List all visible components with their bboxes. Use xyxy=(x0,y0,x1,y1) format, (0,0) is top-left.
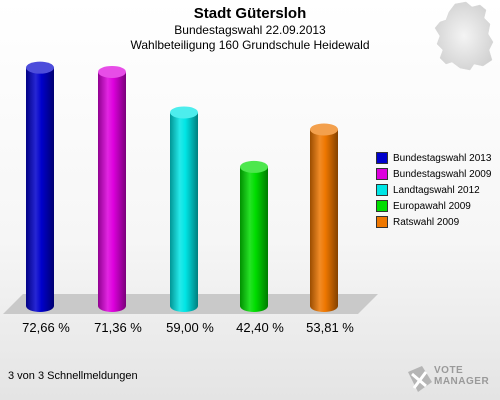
bar-group xyxy=(26,61,338,312)
legend-item: Bundestagswahl 2013 xyxy=(376,150,491,166)
value-label: 71,36 % xyxy=(94,320,142,335)
legend-label: Ratswahl 2009 xyxy=(393,216,460,228)
bar-top xyxy=(170,106,198,119)
bar xyxy=(98,71,126,312)
legend-label: Bundestagswahl 2013 xyxy=(393,152,492,164)
value-label-group: 72,66 % 71,36 % 59,00 % 42,40 % 53,81 % xyxy=(22,320,354,335)
logo-line-2: MANAGER xyxy=(434,376,490,387)
legend-swatch xyxy=(376,152,388,164)
bar xyxy=(170,112,198,312)
bar-top xyxy=(310,123,338,136)
footer-status: 3 von 3 Schnellmeldungen xyxy=(8,370,138,382)
legend-swatch xyxy=(376,184,388,196)
chart-subtitle-location: Wahlbeteiligung 160 Grundschule Heidewal… xyxy=(130,38,370,52)
logo-text: VOTE MANAGER xyxy=(434,365,489,387)
bar-top xyxy=(240,160,268,173)
value-label: 72,66 % xyxy=(22,320,70,335)
vote-manager-logo: VOTE MANAGER xyxy=(404,360,494,398)
bar xyxy=(240,166,268,312)
legend: Bundestagswahl 2013 Bundestagswahl 2009 … xyxy=(376,150,491,230)
bar xyxy=(26,67,54,312)
legend-item: Ratswahl 2009 xyxy=(376,214,491,230)
chart-subtitle-date: Bundestagswahl 22.09.2013 xyxy=(174,23,326,37)
legend-item: Europawahl 2009 xyxy=(376,198,491,214)
value-label: 59,00 % xyxy=(166,320,214,335)
bar-top xyxy=(26,61,54,74)
legend-label: Landtagswahl 2012 xyxy=(393,184,480,196)
legend-swatch xyxy=(376,216,388,228)
value-label: 53,81 % xyxy=(306,320,354,335)
legend-item: Bundestagswahl 2009 xyxy=(376,166,491,182)
ballot-cross-icon xyxy=(408,366,432,392)
legend-item: Landtagswahl 2012 xyxy=(376,182,491,198)
legend-label: Bundestagswahl 2009 xyxy=(393,168,492,180)
legend-swatch xyxy=(376,168,388,180)
logo-line-1: VOTE xyxy=(434,365,464,376)
bar xyxy=(310,129,338,312)
germany-map-icon xyxy=(434,1,494,71)
legend-label: Europawahl 2009 xyxy=(393,200,471,212)
value-label: 42,40 % xyxy=(236,320,284,335)
bar-top xyxy=(98,65,126,78)
legend-swatch xyxy=(376,200,388,212)
chart-title: Stadt Gütersloh xyxy=(193,5,307,22)
